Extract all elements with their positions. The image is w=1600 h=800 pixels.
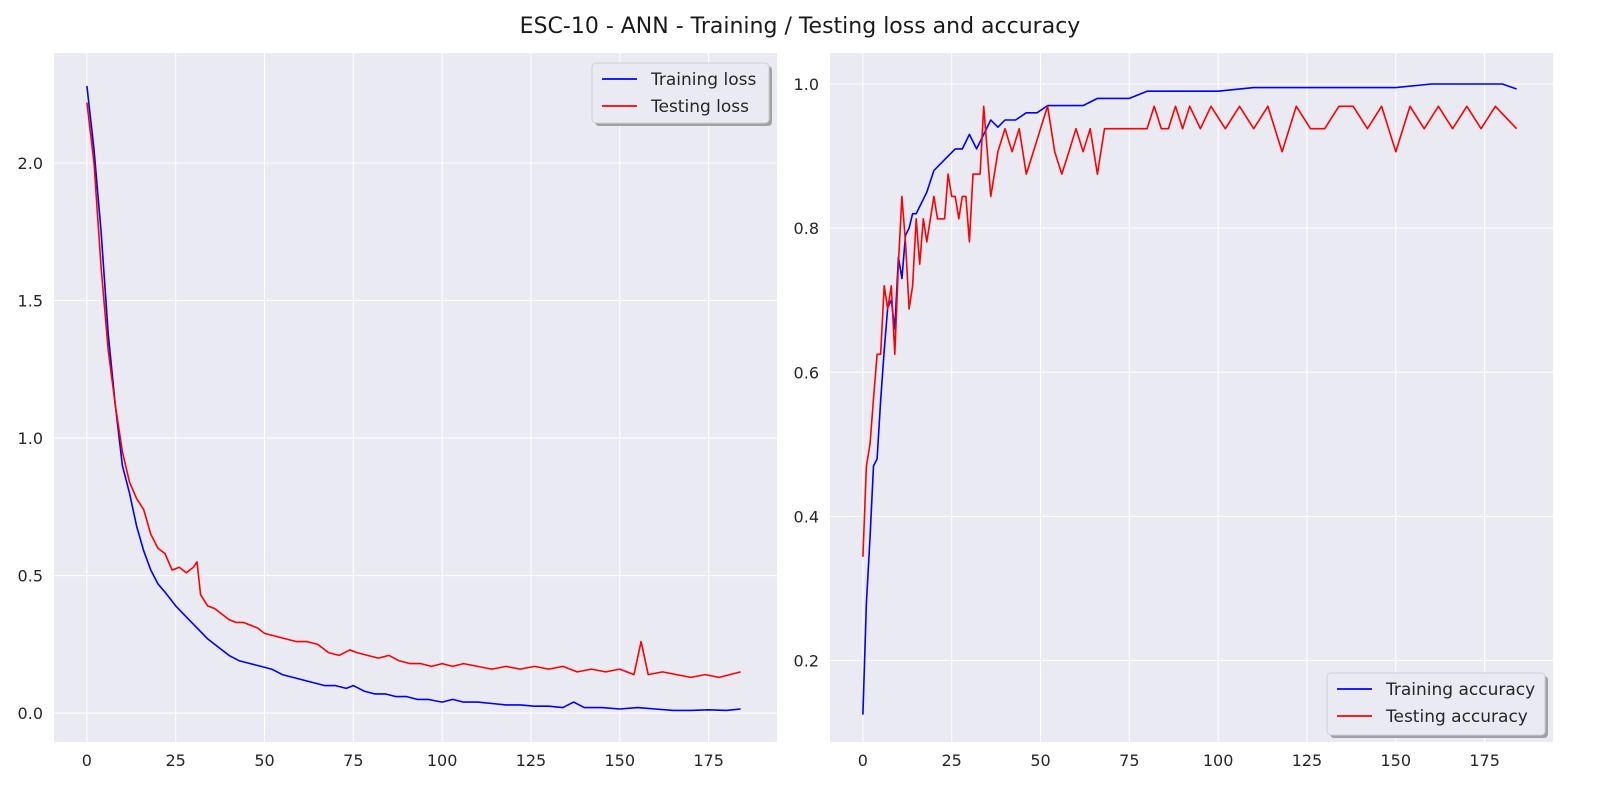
- training-loss-line: [86, 85, 741, 712]
- x-tick-label: 175: [693, 751, 724, 770]
- y-tick-label: 1.5: [18, 292, 43, 311]
- x-tick-label: 0: [858, 751, 868, 770]
- y-tick-label: 1.0: [18, 429, 43, 448]
- y-tick-label: 1.0: [794, 75, 819, 94]
- x-tick-label: 125: [516, 751, 547, 770]
- testing-accuracy-line: [862, 105, 1518, 557]
- legend-label-testing-loss: Testing loss: [650, 97, 749, 117]
- x-tick-label: 175: [1469, 751, 1500, 770]
- x-tick-label: 150: [1381, 751, 1412, 770]
- legend: Training accuracy Testing accuracy: [1326, 672, 1548, 738]
- y-tick-label: 0.0: [18, 704, 43, 723]
- y-tick-label: 0.2: [794, 652, 819, 671]
- x-tick-label: 125: [1292, 751, 1323, 770]
- y-tick-label: 0.4: [794, 507, 819, 526]
- legend-box: [1326, 672, 1546, 736]
- x-tick-label: 25: [942, 751, 962, 770]
- legend-box: [591, 62, 770, 124]
- x-tick-label: 100: [427, 751, 458, 770]
- plot-area: [830, 53, 1553, 742]
- testing-loss-line: [86, 102, 741, 679]
- x-tick-label: 50: [1030, 751, 1050, 770]
- legend: Training loss Testing loss: [591, 62, 772, 126]
- y-tick-label: 0.5: [18, 567, 43, 586]
- x-tick-label: 75: [343, 751, 363, 770]
- y-tick-label: 2.0: [18, 154, 43, 173]
- legend-label-testing-accuracy: Testing accuracy: [1385, 707, 1528, 727]
- x-tick-label: 100: [1203, 751, 1234, 770]
- x-tick-label: 50: [254, 751, 274, 770]
- plot-area: [54, 53, 777, 742]
- x-tick-label: 25: [166, 751, 186, 770]
- legend-label-training-accuracy: Training accuracy: [1385, 680, 1535, 700]
- y-tick-label: 0.8: [794, 219, 819, 238]
- figure-title: ESC-10 - ANN - Training / Testing loss a…: [520, 14, 1081, 39]
- loss-panel: 0 25 50 75 100 125 150 175 0.0 0.5 1.0 1.5 2.0 Traini…: [18, 53, 777, 770]
- legend-label-training-loss: Training loss: [650, 70, 756, 90]
- x-tick-label: 0: [82, 751, 92, 770]
- y-tick-label: 0.6: [794, 363, 819, 382]
- x-tick-label: 75: [1119, 751, 1139, 770]
- accuracy-panel: 0 25 50 75 100 125 150 175 0.2 0.4 0.6 0.8 1.0 Traini…: [794, 53, 1553, 770]
- x-tick-label: 150: [605, 751, 636, 770]
